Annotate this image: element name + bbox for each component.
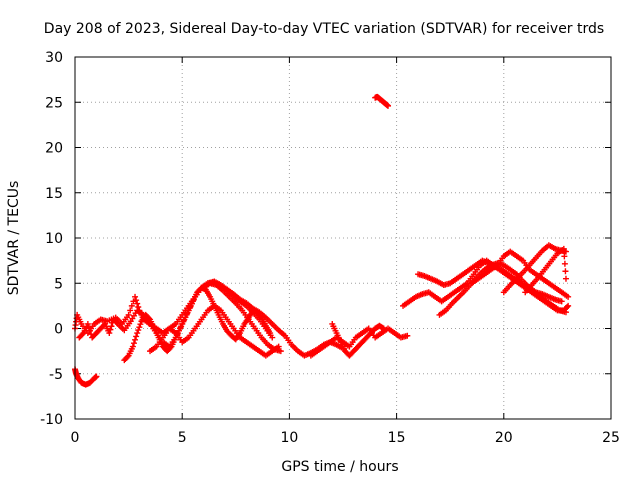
y-tick-label: 0 xyxy=(54,322,63,338)
data-point xyxy=(130,340,137,347)
chart-title: Day 208 of 2023, Sidereal Day-to-day VTE… xyxy=(44,21,604,37)
data-point xyxy=(137,321,144,328)
data-point xyxy=(79,331,86,338)
data-point xyxy=(562,309,569,316)
data-point xyxy=(565,302,572,309)
x-tick-label: 25 xyxy=(602,430,620,446)
data-point xyxy=(85,324,92,331)
y-tick-label: 30 xyxy=(45,50,63,66)
y-tick-label: 20 xyxy=(45,141,63,157)
data-point xyxy=(561,260,568,267)
data-point xyxy=(125,311,132,318)
y-tick-label: 5 xyxy=(54,276,63,292)
data-point xyxy=(124,353,131,360)
data-point xyxy=(106,330,113,337)
data-point xyxy=(558,298,565,305)
data-point xyxy=(108,323,115,330)
data-point xyxy=(267,330,274,337)
y-tick-label: 10 xyxy=(45,231,63,247)
data-point xyxy=(277,348,284,355)
x-tick-label: 0 xyxy=(71,430,80,446)
data-point xyxy=(134,300,141,307)
data-point xyxy=(107,326,114,333)
plot-frame xyxy=(74,56,612,420)
data-point xyxy=(136,324,143,331)
data-point xyxy=(87,327,94,334)
data-point xyxy=(133,333,140,340)
data-point xyxy=(380,325,387,332)
data-point xyxy=(561,253,568,260)
data-point xyxy=(269,334,276,341)
y-axis-label: SDTVAR / TECUs xyxy=(6,181,22,296)
data-point xyxy=(562,275,569,282)
x-tick-label: 5 xyxy=(178,430,187,446)
data-point xyxy=(167,344,174,351)
data-point xyxy=(145,315,152,322)
data-point xyxy=(132,293,139,300)
y-tick-label: 25 xyxy=(45,95,63,111)
data-point xyxy=(404,332,411,339)
data-point xyxy=(84,320,91,327)
data-point xyxy=(133,297,140,304)
y-tick-label: -5 xyxy=(49,367,63,383)
data-point xyxy=(93,373,100,380)
data-points xyxy=(72,93,572,388)
data-point xyxy=(127,307,134,314)
grid-layer xyxy=(75,57,611,419)
x-tick-label: 15 xyxy=(388,430,406,446)
y-tick-label: 15 xyxy=(45,186,63,202)
x-tick-label: 10 xyxy=(280,430,298,446)
data-point xyxy=(562,268,569,275)
x-tick-label: 20 xyxy=(495,430,513,446)
data-point xyxy=(132,336,139,343)
data-point xyxy=(129,343,136,350)
data-point xyxy=(134,330,141,337)
data-point xyxy=(565,293,572,300)
data-point xyxy=(560,245,567,252)
data-point xyxy=(564,304,571,311)
axis-layer: 0 5 10 15 20 25 -10 -5 0 5 10 15 20 25 30 xyxy=(40,50,620,446)
data-point xyxy=(385,102,392,109)
data-point xyxy=(128,302,135,309)
data-point xyxy=(135,327,142,334)
y-tick-label: -10 xyxy=(40,412,63,428)
x-axis-label: GPS time / hours xyxy=(281,459,398,475)
